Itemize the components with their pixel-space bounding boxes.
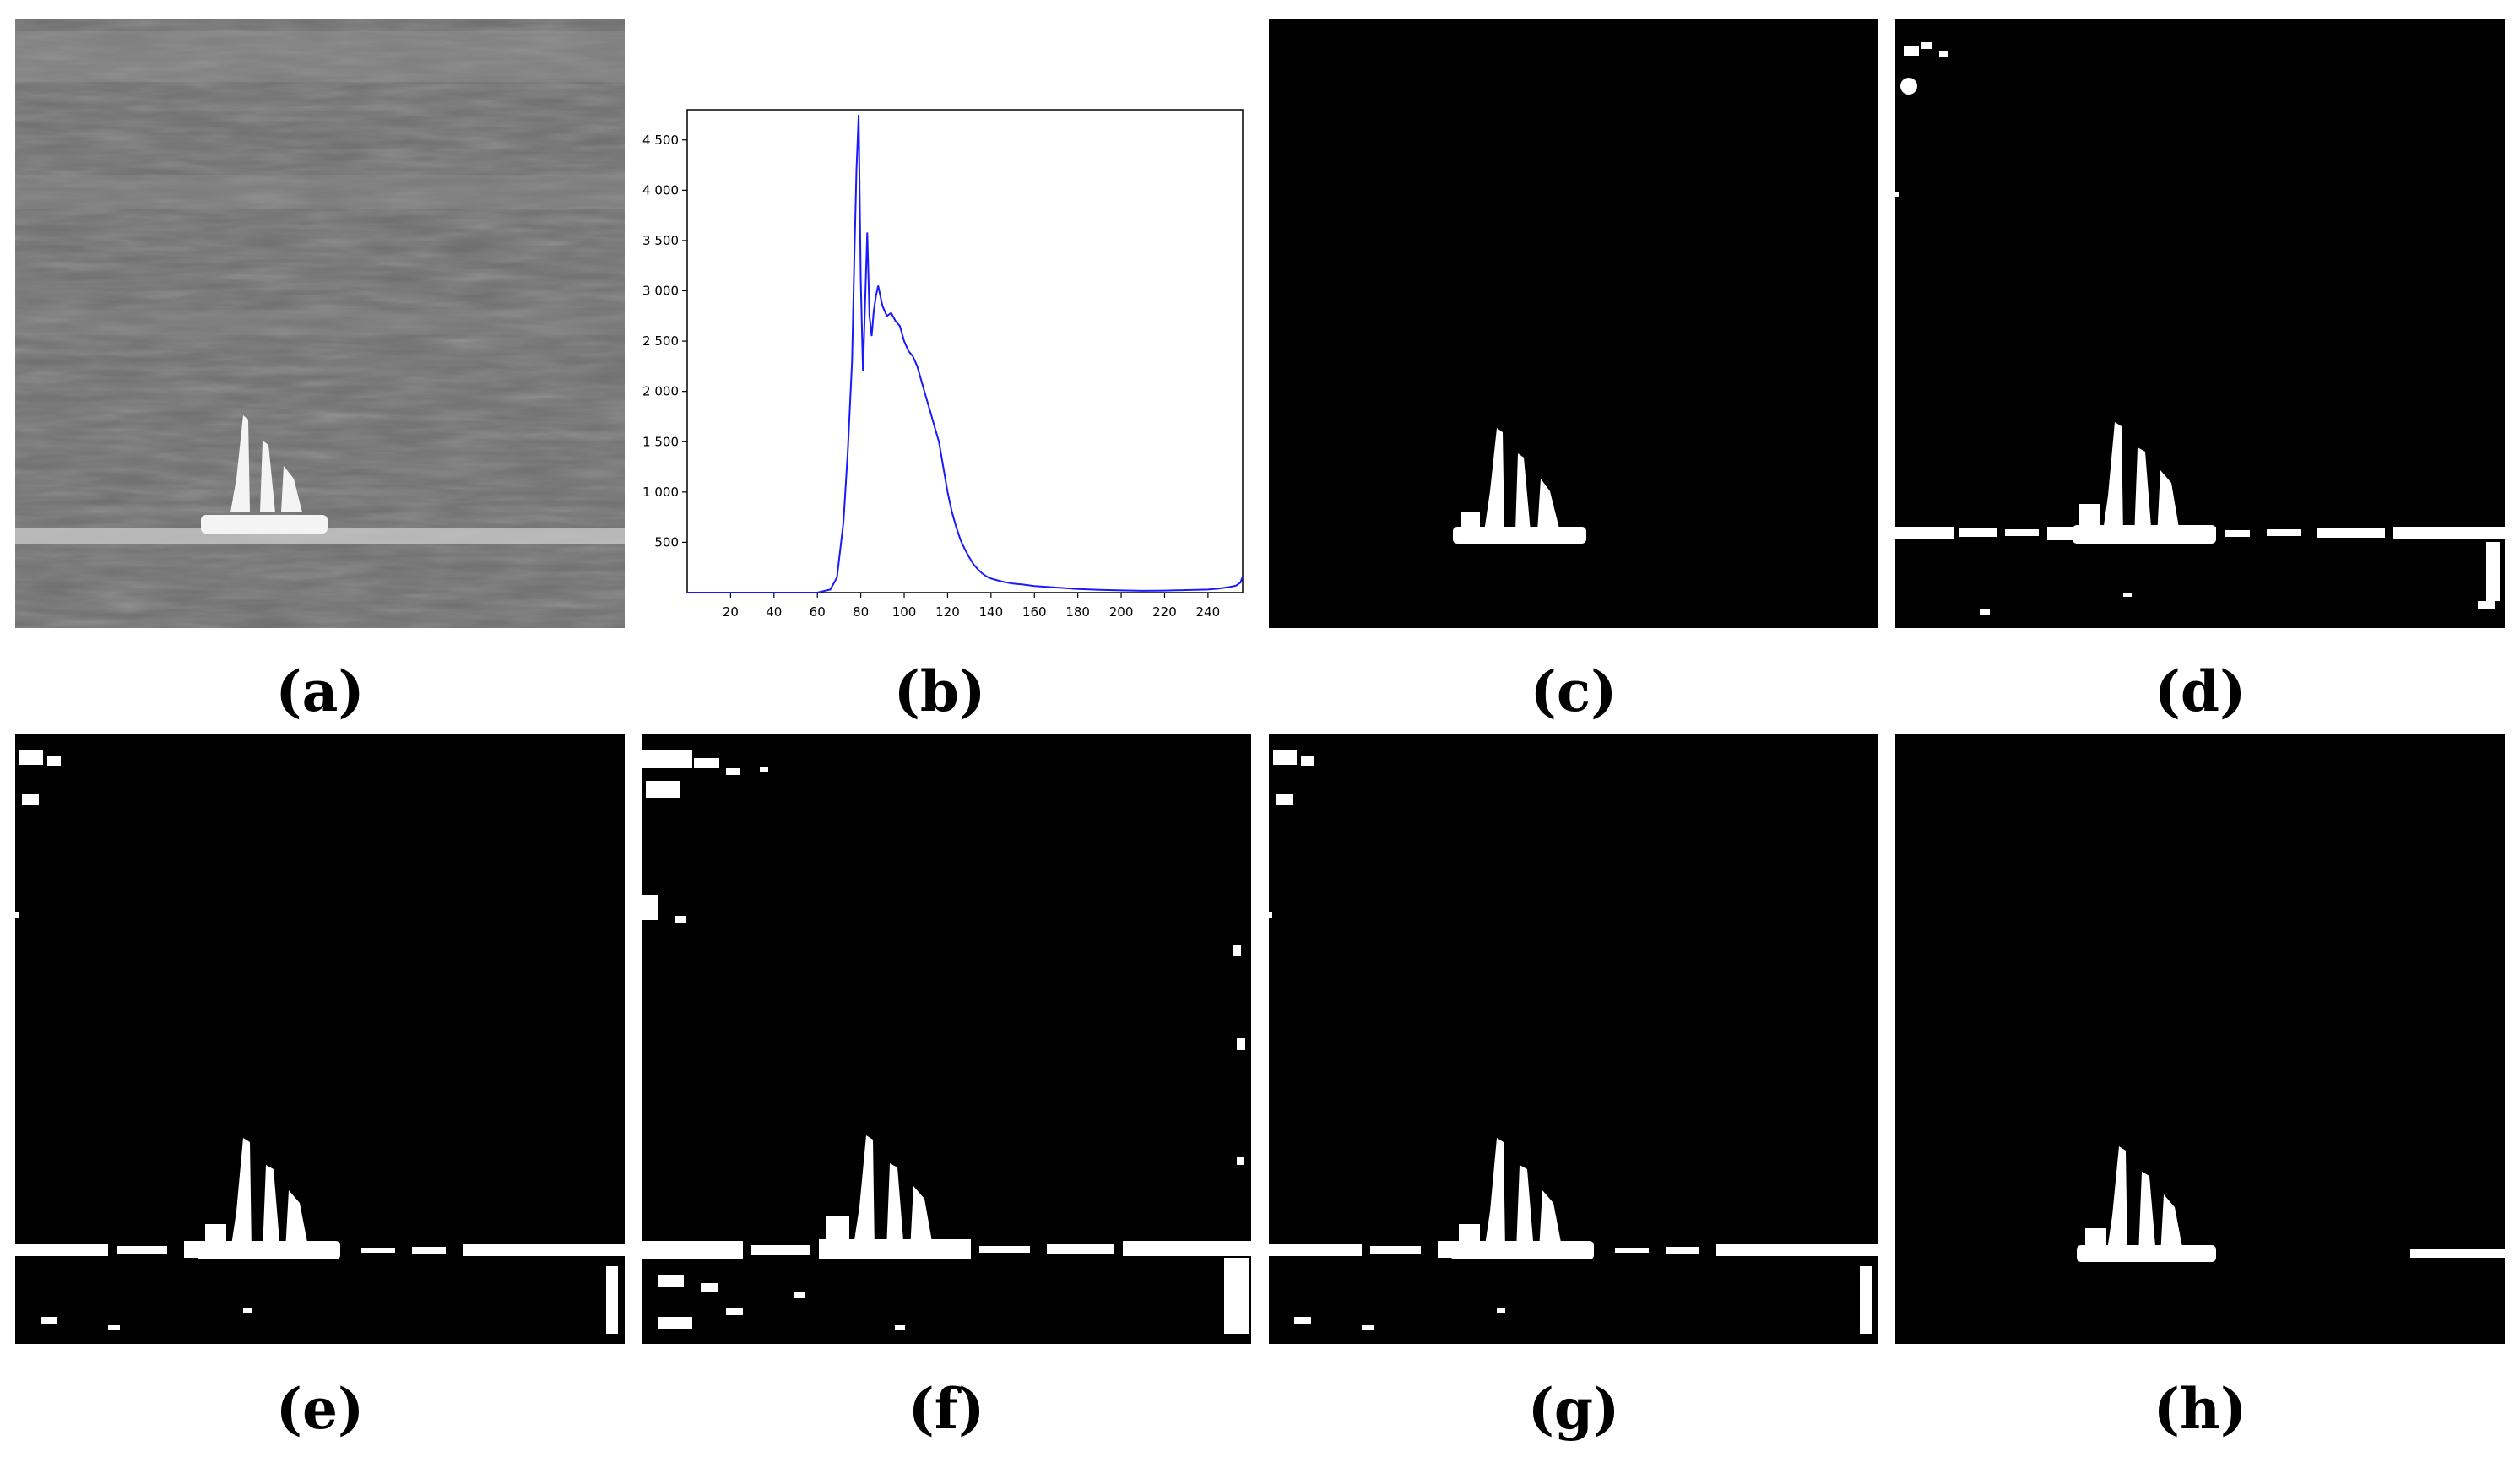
panel-f-binary [642,734,1251,1344]
panel-a-original-image [15,19,625,628]
panel-h-binary [1895,734,2505,1344]
caption-g: (g) [1527,1376,1620,1442]
boat-shape [1450,1138,1594,1259]
x-tick-label: 180 [1065,604,1090,620]
x-tick-label: 160 [1022,604,1047,620]
panel-e-binary [15,734,625,1344]
y-tick-label: 500 [654,534,679,550]
histogram-line [687,114,1244,593]
x-tick-label: 120 [935,604,960,620]
boat-shape [197,1138,340,1259]
x-tick-label: 240 [1196,604,1221,620]
boat-shape [2077,1146,2216,1262]
x-tick-label: 140 [979,604,1004,620]
y-tick-label: 3 500 [642,233,679,248]
caption-d: (d) [2154,658,2246,724]
x-tick-label: 20 [723,604,739,620]
x-tick-label: 40 [766,604,782,620]
x-tick-label: 200 [1109,604,1134,620]
noise-blobs [15,750,61,918]
histogram-chart: 20 40 60 80 100 120 140 160 180 200 220 240 500 1 00… [635,19,1244,628]
caption-h: (h) [2153,1376,2247,1442]
y-tick-label: 1 500 [642,434,679,449]
panel-b-histogram: 20 40 60 80 100 120 140 160 180 200 220 240 500 1 00… [635,19,1244,628]
boat-shape [1453,428,1586,544]
panel-d-binary [1895,19,2505,628]
boat-shape [819,1135,967,1259]
boat-shape [2073,422,2216,544]
y-tick-label: 2 500 [642,333,679,349]
y-tick-label: 2 000 [642,384,679,399]
y-tick-label: 4 500 [642,133,679,148]
y-tick-label: 1 000 [642,485,679,500]
caption-c: (c) [1530,658,1618,724]
panel-c-binary [1269,19,1878,628]
caption-e: (e) [275,1376,365,1442]
noise-blobs [1895,42,1948,197]
noise-blobs [642,750,1245,1165]
plot-frame [686,109,1244,593]
boat-shape [201,415,328,534]
panel-g-binary [1269,734,1878,1344]
x-tick-label: 60 [810,604,826,620]
horizon-line [2410,1249,2505,1258]
x-tick-label: 220 [1152,604,1177,620]
x-tick-label: 80 [853,604,869,620]
noise-blobs [1269,750,1314,918]
caption-a: (a) [275,658,365,724]
caption-b: (b) [893,658,986,724]
y-tick-label: 3 000 [642,284,679,299]
y-tick-label: 4 000 [642,182,679,198]
x-tick-label: 100 [892,604,917,620]
caption-f: (f) [908,1376,985,1442]
